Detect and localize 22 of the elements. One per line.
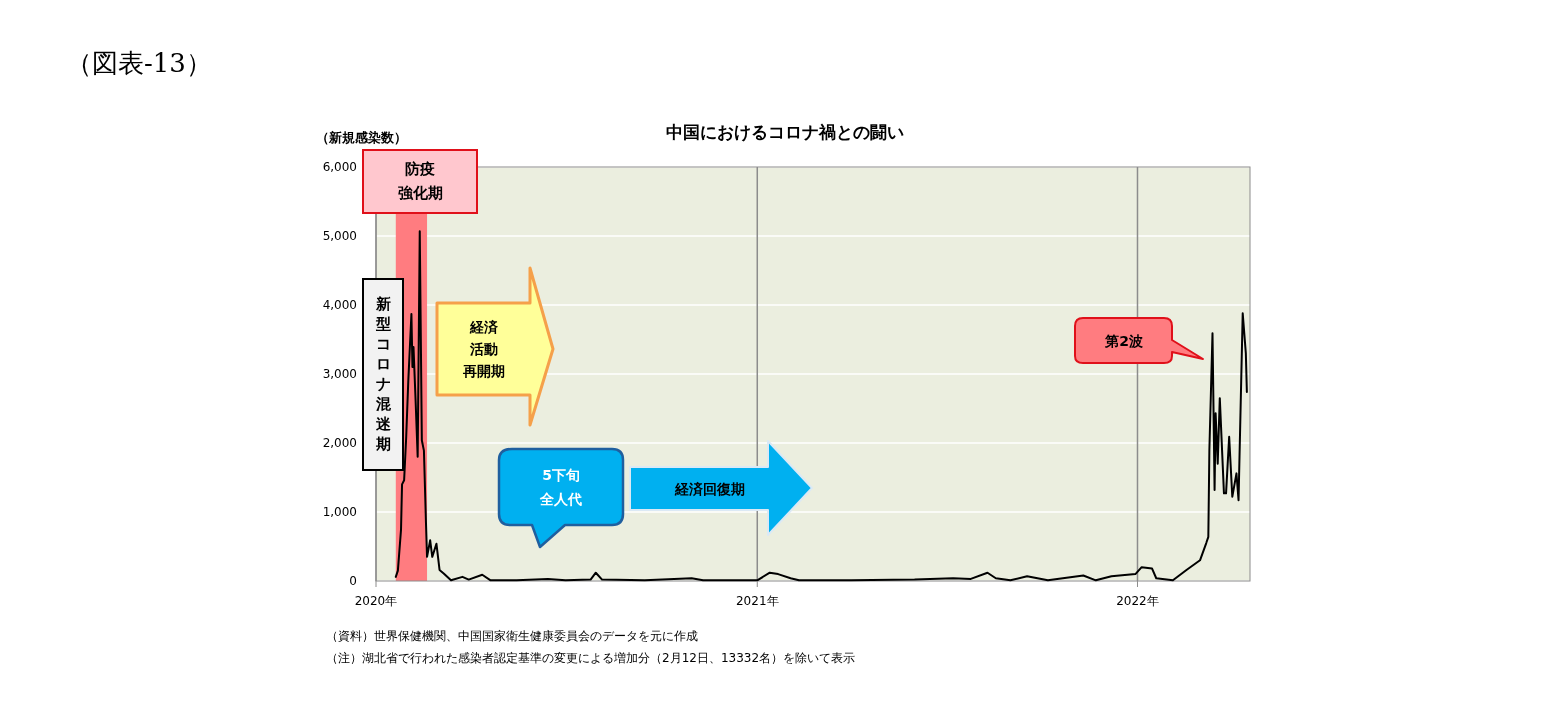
y-tick-label: 4,000 bbox=[322, 298, 357, 313]
line-series bbox=[394, 230, 1248, 582]
annotation: 第2波 bbox=[1104, 332, 1143, 349]
annotation: 経済活動再開期 bbox=[462, 318, 505, 379]
band-label: 防疫強化期 bbox=[397, 160, 443, 203]
x-tick-label: 2021年 bbox=[735, 594, 779, 608]
y-tick-label: 1,000 bbox=[322, 505, 357, 520]
chart-title: 中国におけるコロナ禍との闘い bbox=[666, 122, 904, 142]
x-tick-label: 2020年 bbox=[354, 594, 398, 608]
y-tick-label: 6,000 bbox=[322, 160, 357, 175]
y-tick-label: 3,000 bbox=[322, 367, 357, 382]
text: （図表-13） bbox=[66, 48, 212, 78]
y-tick-label: 5,000 bbox=[322, 229, 357, 244]
annotation: 5下旬全人代 bbox=[539, 466, 582, 507]
text: （注）湖北省で行われた感染者認定基準の変更による増加分（2月12日、13332名）を除いて表示 bbox=[326, 651, 856, 665]
annotation: 経済回復期 bbox=[674, 480, 745, 497]
annotation: 新型コロナ混迷期 bbox=[374, 295, 392, 454]
text: （資料）世界保健機関、中国国家衛生健康委員会のデータを元に作成 bbox=[326, 629, 698, 643]
x-tick-label: 2022年 bbox=[1116, 594, 1159, 608]
y-tick-label: 2,000 bbox=[322, 436, 357, 451]
y-axis-title: （新規感染数） bbox=[316, 130, 407, 145]
y-tick-label: 0 bbox=[349, 574, 357, 589]
